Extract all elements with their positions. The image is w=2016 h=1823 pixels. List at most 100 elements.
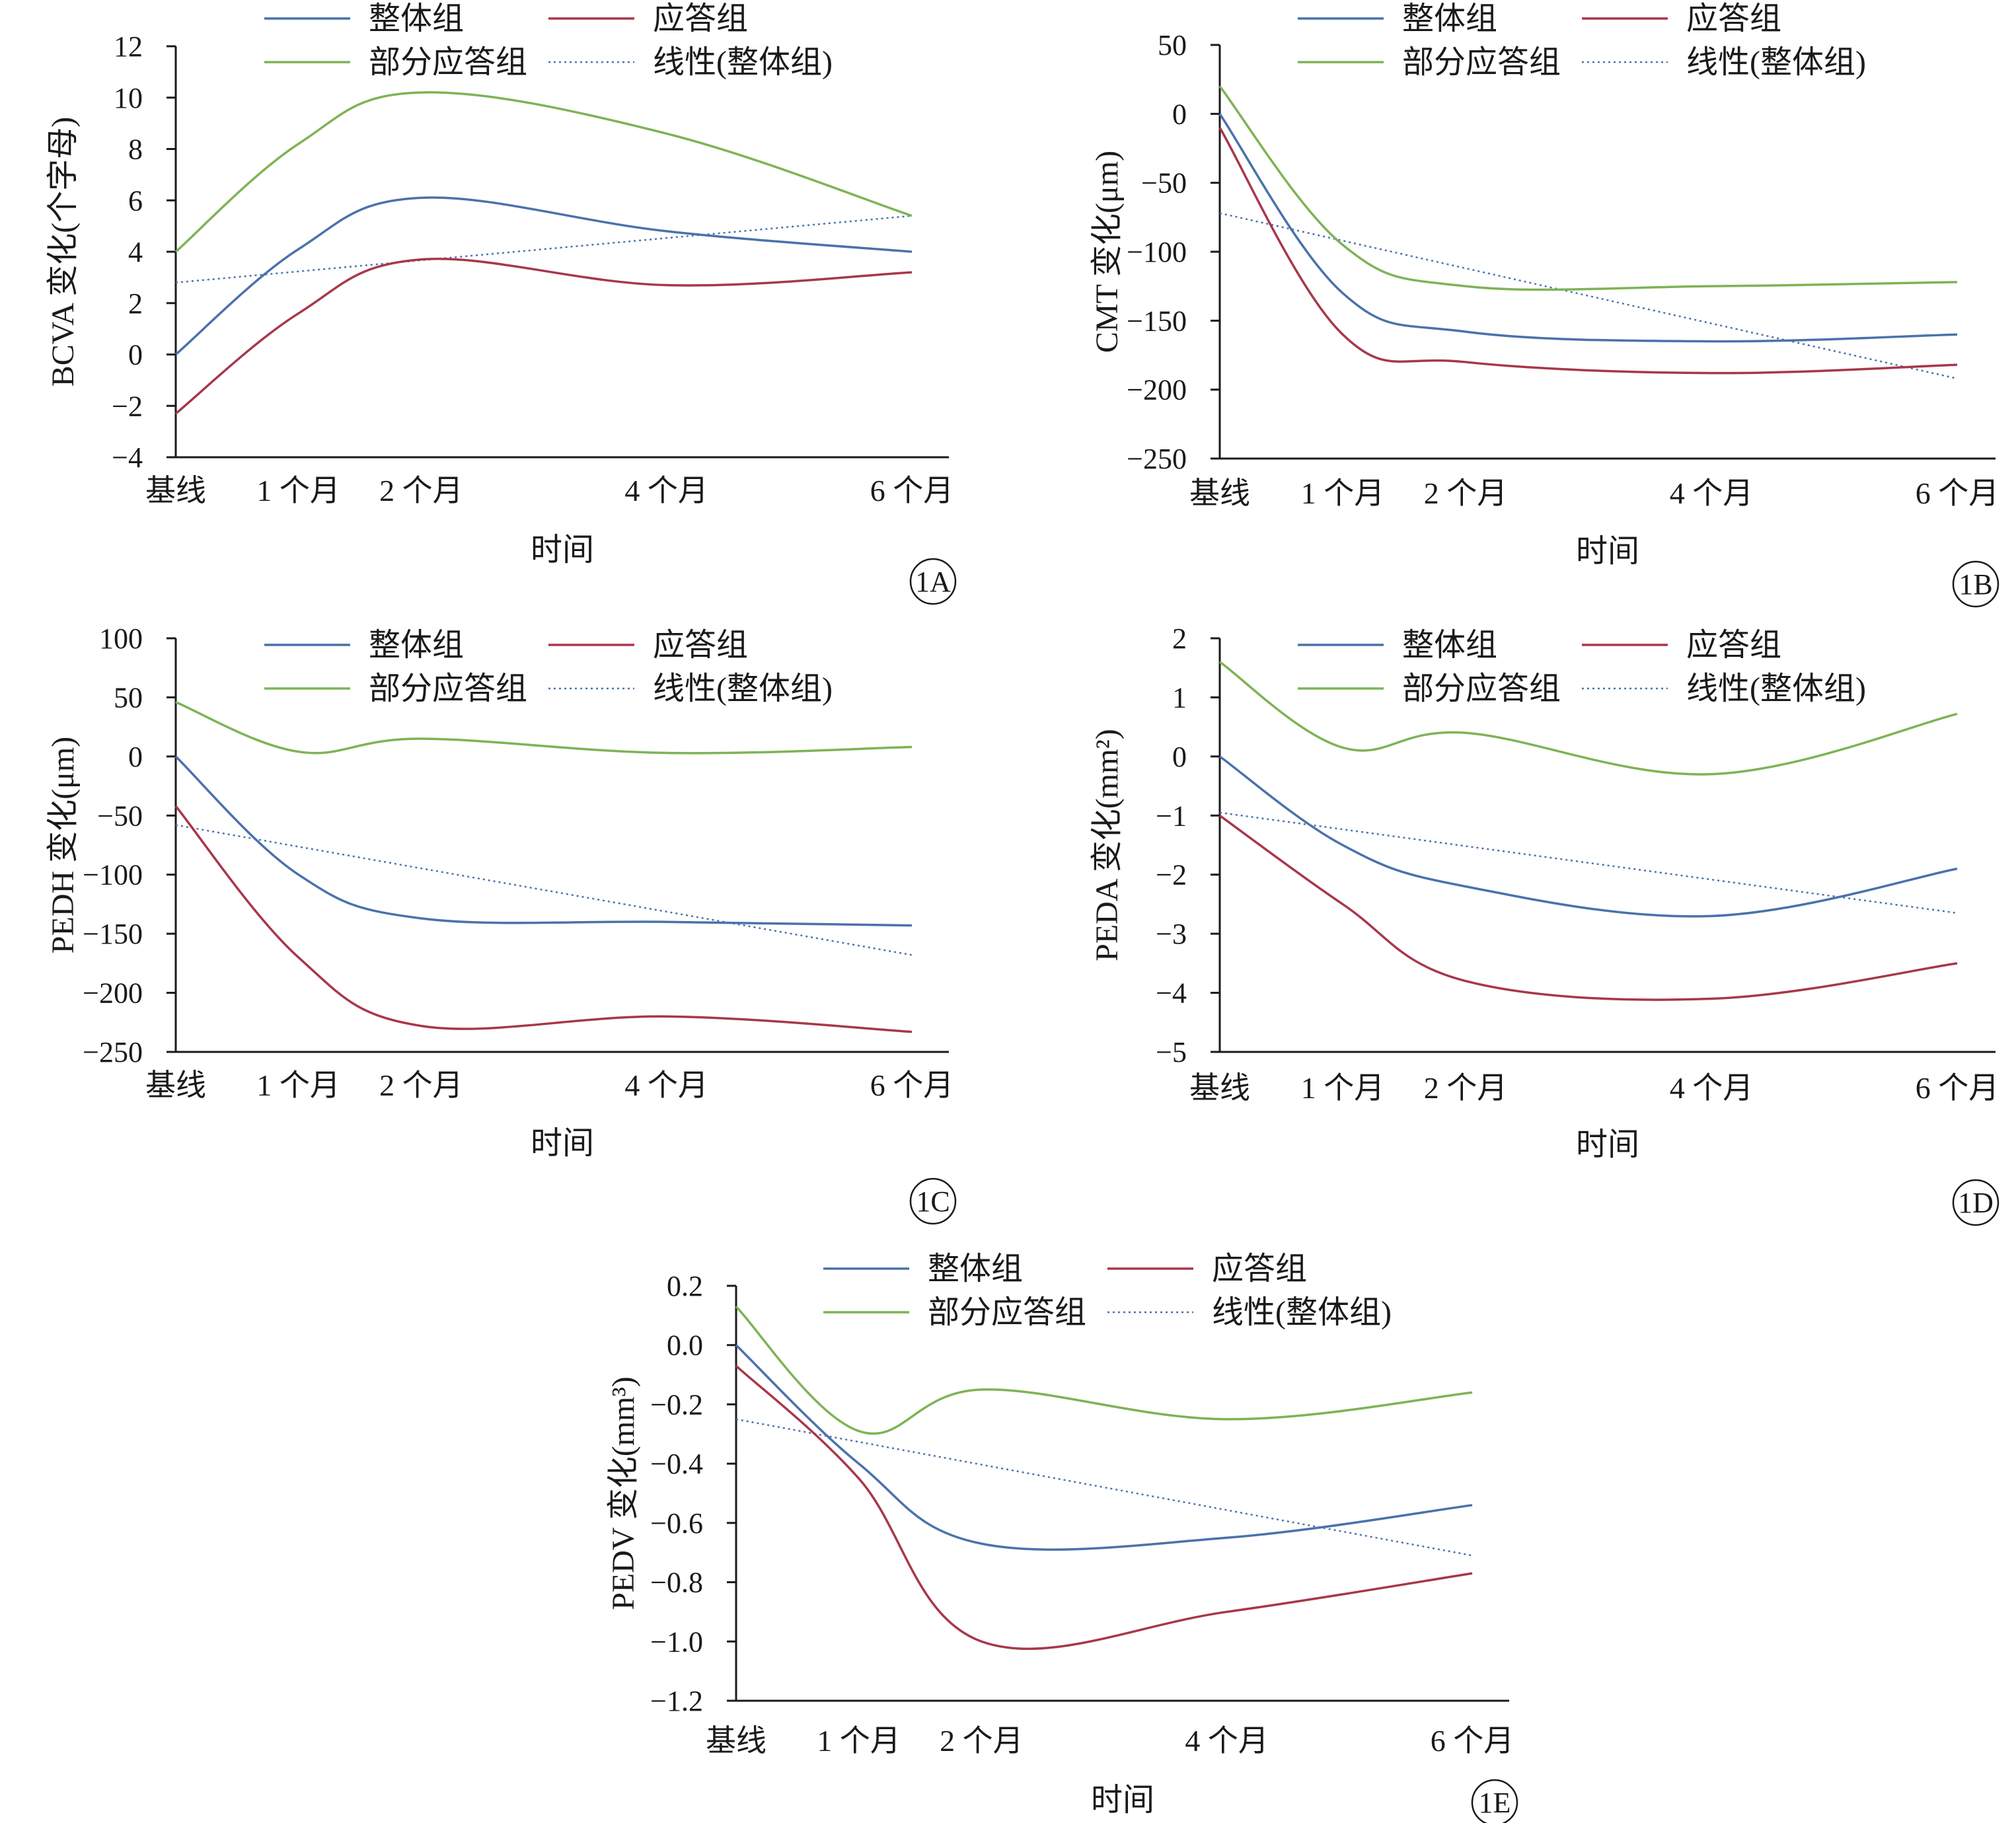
y-tick-label: 0	[128, 339, 143, 371]
legend-label-overall: 整体组	[1402, 628, 1497, 663]
legend-label-partial: 部分应答组	[1402, 671, 1561, 706]
series-line-overall	[735, 1344, 1473, 1551]
y-axis-title: BCVA 变化(个字母)	[46, 117, 81, 387]
y-tick-label: −50	[97, 800, 143, 832]
y-tick-label: −100	[1127, 236, 1187, 268]
panel-label: 1A	[915, 566, 951, 598]
x-tick-label: 基线	[706, 1724, 766, 1758]
series-line-overall	[1218, 113, 1958, 343]
y-tick-label: −2	[1156, 859, 1187, 891]
y-tick-label: −5	[1156, 1036, 1187, 1068]
x-tick-label: 基线	[145, 474, 206, 507]
trendline-overall	[1219, 811, 1958, 914]
x-tick-label: 1 个月	[256, 1068, 340, 1102]
legend-label-responder: 应答组	[653, 628, 748, 663]
y-tick-label: −100	[83, 859, 143, 891]
x-axis-title: 时间	[1091, 1783, 1154, 1818]
y-axis-title: PEDH 变化(μm)	[46, 737, 81, 953]
legend-label-overall: 整体组	[928, 1251, 1023, 1286]
y-tick-label: −150	[83, 918, 143, 950]
x-axis-title: 时间	[1576, 534, 1639, 569]
y-tick-label: 50	[114, 681, 143, 714]
y-tick-label: −250	[1127, 443, 1187, 475]
panel-label-circle	[909, 1177, 957, 1225]
legend-label-trend: 线性(整体组)	[1686, 671, 1866, 706]
y-tick-label: 8	[128, 133, 143, 166]
x-tick-label: 4 个月	[1670, 1071, 1754, 1105]
series-line-partial	[735, 1306, 1473, 1435]
y-tick-label: −2	[112, 390, 143, 422]
y-tick-label: 2	[1172, 622, 1187, 655]
x-tick-label: 6 个月	[870, 1068, 954, 1102]
x-tick-label: 2 个月	[379, 1068, 463, 1102]
panel-label: 1E	[1479, 1787, 1511, 1819]
y-tick-label: −3	[1156, 918, 1187, 950]
x-tick-label: 6 个月	[870, 474, 954, 507]
y-tick-label: −50	[1141, 167, 1187, 200]
x-axis-title: 时间	[531, 533, 594, 568]
x-tick-label: 2 个月	[1424, 476, 1508, 510]
y-tick-label: −0.2	[650, 1388, 703, 1421]
panel-label: 1D	[1958, 1187, 1994, 1219]
x-tick-label: 基线	[1189, 1071, 1250, 1105]
y-tick-label: −4	[112, 441, 143, 474]
series-line-responder	[174, 258, 913, 415]
x-tick-label: 1 个月	[817, 1724, 901, 1758]
y-tick-label: 0.0	[667, 1329, 703, 1362]
legend-label-partial: 部分应答组	[369, 45, 527, 80]
series-line-partial	[174, 91, 913, 253]
y-tick-label: 0	[1172, 98, 1187, 130]
panel-label-circle	[1952, 1179, 1999, 1226]
x-tick-label: 2 个月	[379, 474, 463, 507]
x-tick-label: 6 个月	[1431, 1724, 1514, 1758]
x-tick-label: 4 个月	[624, 474, 708, 507]
x-axis-title: 时间	[1576, 1127, 1639, 1162]
legend-label-trend: 线性(整体组)	[1686, 45, 1866, 80]
x-tick-label: 基线	[145, 1068, 206, 1102]
legend-label-partial: 部分应答组	[369, 671, 527, 706]
x-tick-label: 2 个月	[1424, 1071, 1508, 1105]
y-tick-label: 0	[1172, 741, 1187, 773]
y-tick-label: −1	[1156, 800, 1187, 832]
x-tick-label: 1 个月	[1301, 1071, 1385, 1105]
series-line-partial	[1218, 661, 1958, 776]
x-tick-label: 4 个月	[1185, 1724, 1269, 1758]
y-axis-title: PEDV 变化(mm³)	[606, 1376, 641, 1610]
panel-label-circle	[1952, 560, 1999, 608]
x-tick-label: 1 个月	[256, 474, 340, 507]
series-line-overall	[174, 196, 913, 355]
x-tick-label: 6 个月	[1916, 476, 1999, 510]
legend-label-responder: 应答组	[1686, 1, 1781, 36]
y-tick-label: −250	[83, 1036, 143, 1068]
legend-label-responder: 应答组	[653, 1, 748, 36]
y-tick-label: 0.2	[667, 1270, 703, 1302]
y-tick-label: 4	[128, 236, 143, 268]
x-tick-label: 基线	[1189, 476, 1250, 510]
series-line-partial	[175, 700, 913, 755]
y-tick-label: −4	[1156, 977, 1187, 1010]
y-tick-label: 2	[128, 287, 143, 320]
x-axis-title: 时间	[531, 1126, 594, 1161]
legend-label-overall: 整体组	[1402, 1, 1497, 36]
series-line-overall	[1218, 755, 1958, 918]
x-tick-label: 4 个月	[1670, 476, 1754, 510]
chart-panel-1e: −1.2 −1.0 −0.8 −0.6 −0.4 −0.2 0.0 0.2 基线 1 个月 2 个月…	[606, 1251, 1518, 1823]
legend-label-overall: 整体组	[369, 1, 464, 36]
y-tick-label: 50	[1158, 29, 1187, 61]
y-tick-label: −1.0	[650, 1625, 703, 1658]
y-tick-label: −0.4	[650, 1448, 703, 1480]
legend-label-trend: 线性(整体组)	[1212, 1295, 1392, 1330]
trendline-overall	[735, 1418, 1473, 1557]
chart-panel-1c: −250 −200 −150 −100 −50 0 50 100 基线 1 个月 2 个月 4 个月 6…	[46, 622, 957, 1225]
y-axis-title: PEDA 变化(mm²)	[1090, 729, 1125, 961]
legend-label-responder: 应答组	[1686, 628, 1781, 663]
x-tick-label: 1 个月	[1301, 476, 1385, 510]
legend-label-responder: 应答组	[1212, 1251, 1307, 1286]
